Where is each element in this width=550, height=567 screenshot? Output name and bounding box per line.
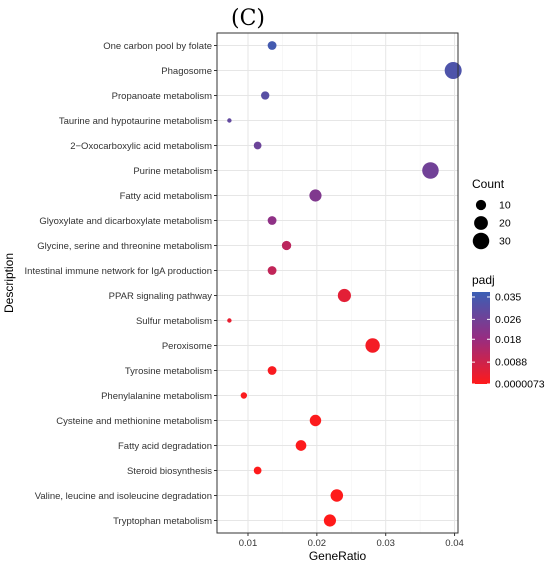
x-tick-label: 0.04 [445,538,464,549]
padj-tick-label: 0.026 [495,314,521,326]
data-point [253,466,262,475]
plot-background [217,33,458,533]
padj-tick-label: 0.018 [495,334,521,346]
data-point [309,414,322,427]
data-point [422,162,439,179]
y-axis-title: Description [2,253,16,313]
data-point [227,318,232,323]
y-tick-label: Tryptophan metabolism [113,516,212,527]
y-tick-label: Intestinal immune network for IgA produc… [25,266,212,277]
padj-legend-title: padj [472,273,495,287]
data-point [365,338,380,353]
y-tick-label: Sulfur metabolism [136,316,212,327]
y-axis: One carbon pool by folate Phagosome Propan… [25,41,217,527]
y-tick-label: Peroxisome [162,341,212,352]
data-point [240,392,248,399]
data-point [267,216,277,225]
y-tick-label: Tyrosine metabolism [125,366,212,377]
plot-border [216,32,459,534]
y-tick-label: Glyoxylate and dicarboxylate metabolism [39,216,212,227]
data-point [261,91,270,100]
count-legend: Count 10 20 30 [472,177,511,250]
y-tick-label: PPAR signaling pathway [109,291,213,302]
count-legend-key [474,216,488,230]
count-legend-key [475,199,487,211]
x-tick-label: 0.02 [308,538,327,549]
data-point [253,141,262,150]
count-legend-key [472,232,490,250]
count-legend-label: 30 [499,236,511,248]
y-tick-label: One carbon pool by folate [103,41,212,52]
y-tick-label: Purine metabolism [133,166,212,177]
x-tick-label: 0.01 [239,538,258,549]
data-point [330,489,344,502]
data-point [281,240,292,251]
count-legend-title: Count [472,177,505,191]
data-point [444,62,462,79]
count-legend-label: 10 [499,200,511,212]
y-tick-label: 2−Oxocarboxylic acid metabolism [70,141,212,152]
y-tick-label: Phagosome [161,66,212,77]
x-axis-title: GeneRatio [309,549,367,563]
y-tick-label: Glycine, serine and threonine metabolism [37,241,212,252]
x-tick-label: 0.03 [376,538,395,549]
y-tick-label: Fatty acid metabolism [120,191,212,202]
y-tick-label: Phenylalanine metabolism [101,391,212,402]
y-tick-label: Fatty acid degradation [118,441,212,452]
y-tick-label: Steroid biosynthesis [127,466,212,477]
data-point [337,288,351,303]
data-point [267,266,277,275]
data-points [227,41,462,527]
data-point [309,189,322,202]
x-axis: 0.01 0.02 0.03 0.04 [239,533,464,549]
y-tick-label: Valine, leucine and isoleucine degradati… [35,491,212,502]
padj-tick-label: 0.0000073 [495,379,545,391]
y-tick-label: Taurine and hypotaurine metabolism [59,116,212,127]
padj-tick-label: 0.035 [495,291,521,303]
y-tick-label: Propanoate metabolism [112,91,212,102]
padj-tick-label: 0.0088 [495,357,527,369]
data-point [295,440,307,451]
data-point [267,41,277,50]
count-legend-label: 20 [499,218,511,230]
data-point [323,514,337,527]
padj-legend: padj 0.035 0.026 0.018 0.0088 0.0000073 [472,273,545,391]
data-point [267,366,277,375]
y-tick-label: Cysteine and methionine metabolism [56,416,212,427]
data-point [227,118,232,123]
plot-area [216,32,462,534]
padj-colorbar [472,292,490,384]
panel-label: (C) [231,6,265,31]
